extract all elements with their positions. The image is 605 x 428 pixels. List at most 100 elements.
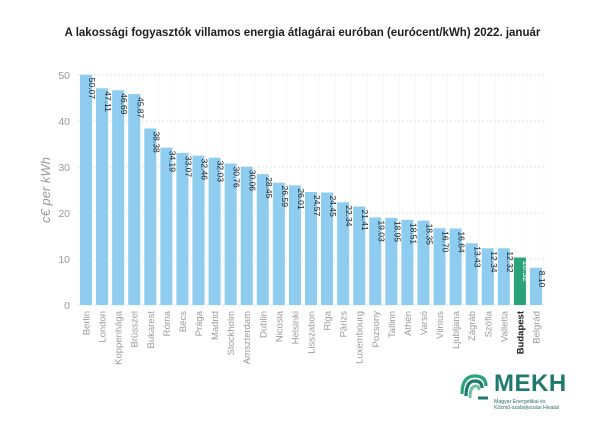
- value-label: 45.87: [135, 97, 145, 119]
- value-label: 30.76: [232, 167, 242, 189]
- value-label: 30.06: [248, 170, 258, 192]
- bar-stockholm: [224, 163, 237, 305]
- bar-bukarest: [144, 128, 157, 305]
- value-label: 18.35: [424, 224, 434, 246]
- x-tick-label: Róma: [162, 310, 173, 336]
- value-label: 33.07: [183, 156, 193, 178]
- bar-tallinn: [385, 217, 398, 305]
- bar-dublin: [256, 174, 269, 305]
- bar-koppenhága: [112, 90, 125, 305]
- bar-prága: [192, 155, 205, 305]
- x-tick-label: Pozsony: [371, 311, 382, 348]
- value-label: 19.03: [376, 220, 386, 242]
- bar-amszterdam: [240, 166, 253, 305]
- x-tick-label: Prága: [194, 310, 205, 336]
- x-tick-label: Berlin: [82, 311, 93, 335]
- x-tick-label: Amszterdam: [242, 311, 253, 364]
- x-tick-label: Dublin: [258, 311, 269, 338]
- value-label: 24.57: [312, 195, 322, 217]
- bar-varsó: [417, 220, 430, 305]
- value-label: 18.51: [408, 223, 418, 245]
- bar-zágráb: [465, 243, 478, 305]
- value-label: 50.07: [87, 78, 97, 100]
- y-tick-label: 40: [58, 116, 70, 128]
- y-tick-label: 20: [58, 208, 70, 220]
- value-labels: 50.07 47.11 46.69 45.87 38.38 34.19 33.07 32.46…: [87, 78, 547, 288]
- x-tick-label: Párizs: [339, 311, 350, 338]
- x-tick-label: Tallinn: [387, 311, 398, 338]
- x-tick-labels: Berlin London Koppenhága Brüsszel Bukarest Ró…: [82, 310, 543, 365]
- y-tick-label: 30: [58, 162, 70, 174]
- mekh-logo: MEKH Magyar Energetikai és Közmű-szabály…: [458, 368, 598, 418]
- bar-párizs: [337, 202, 350, 305]
- value-label: 16.64: [457, 231, 467, 253]
- y-tick-label: 10: [58, 254, 70, 266]
- x-tick-label: London: [98, 311, 109, 343]
- x-tick-label: Szófia: [483, 310, 494, 337]
- bar-belgrád: [529, 267, 542, 305]
- value-label: 32.46: [200, 159, 210, 181]
- value-label: 10.32: [521, 261, 531, 283]
- chart-title: A lakossági fogyasztók villamos energia …: [64, 27, 541, 39]
- x-tick-label: Varsó: [419, 311, 430, 335]
- bar-vilnius: [433, 228, 446, 305]
- bar-budapest: [513, 257, 526, 305]
- bar-athén: [401, 219, 414, 305]
- x-tick-label: Vilnius: [435, 311, 446, 339]
- logo-wordmark: MEKH: [494, 370, 567, 397]
- bar-london: [96, 88, 109, 305]
- x-tick-label: Koppenhága: [114, 310, 125, 365]
- x-tick-label: Riga: [323, 310, 334, 330]
- bar-brüsszel: [128, 93, 141, 305]
- value-label: 28.45: [264, 177, 274, 199]
- value-label: 13.43: [473, 246, 483, 268]
- x-tick-label: Bécs: [178, 311, 189, 332]
- y-tick-label: 0: [64, 300, 70, 312]
- value-label: 22.34: [344, 205, 354, 227]
- x-tick-label: Helsinki: [290, 311, 301, 344]
- value-label: 38.38: [151, 131, 161, 153]
- x-tick-label: Ljubljana: [451, 310, 462, 349]
- logo-subtitle-line-1: Magyar Energetikai és: [494, 399, 546, 405]
- value-label: 32.03: [216, 161, 226, 183]
- y-axis-label: c€ per kWh: [38, 157, 53, 223]
- bar-szófia: [481, 248, 494, 305]
- y-tick-label: 50: [58, 70, 70, 82]
- bar-madrid: [208, 157, 221, 305]
- value-label: 8.10: [537, 271, 547, 288]
- bar-ljubljana: [449, 228, 462, 305]
- bar-riga: [321, 192, 334, 305]
- x-tick-label: Budapest: [515, 310, 526, 354]
- value-label: 24.45: [328, 196, 338, 218]
- value-label: 46.69: [119, 93, 129, 115]
- x-tick-label: Stockholm: [226, 311, 237, 355]
- x-tick-label: Brüsszel: [130, 311, 141, 347]
- value-label: 16.70: [441, 231, 451, 253]
- logo-subtitle: Magyar Energetikai és Közmű-szabályozási…: [494, 399, 604, 411]
- value-label: 21.41: [360, 210, 370, 232]
- x-tick-label: Bukarest: [146, 311, 157, 349]
- logo-subtitle-line-2: Közmű-szabályozási Hivatal: [494, 405, 559, 411]
- x-tick-label: Madrid: [210, 311, 221, 340]
- value-label: 18.95: [392, 221, 402, 243]
- bar-pozsony: [369, 217, 382, 305]
- x-tick-label: Belgrád: [531, 311, 542, 344]
- bar-berlin: [80, 74, 93, 305]
- value-label: 47.11: [103, 91, 113, 112]
- bar-luxembourg: [353, 206, 366, 305]
- mekh-logo-icon: [460, 374, 488, 400]
- value-label: 26.59: [280, 186, 290, 208]
- bars: [80, 74, 542, 305]
- bar-róma: [160, 147, 173, 305]
- bar-helsinki: [288, 185, 301, 305]
- x-tick-label: Luxembourg: [355, 311, 366, 364]
- x-tick-label: Lisszabon: [307, 311, 318, 354]
- value-label: 34.19: [167, 151, 177, 173]
- bar-valletta: [497, 248, 510, 305]
- x-tick-label: Zágráb: [467, 311, 478, 341]
- value-label: 26.01: [296, 188, 306, 210]
- x-tick-label: Athén: [403, 311, 414, 336]
- y-tick-labels: 0 10 20 30 40 50: [58, 70, 70, 312]
- bar-lisszabon: [304, 191, 318, 305]
